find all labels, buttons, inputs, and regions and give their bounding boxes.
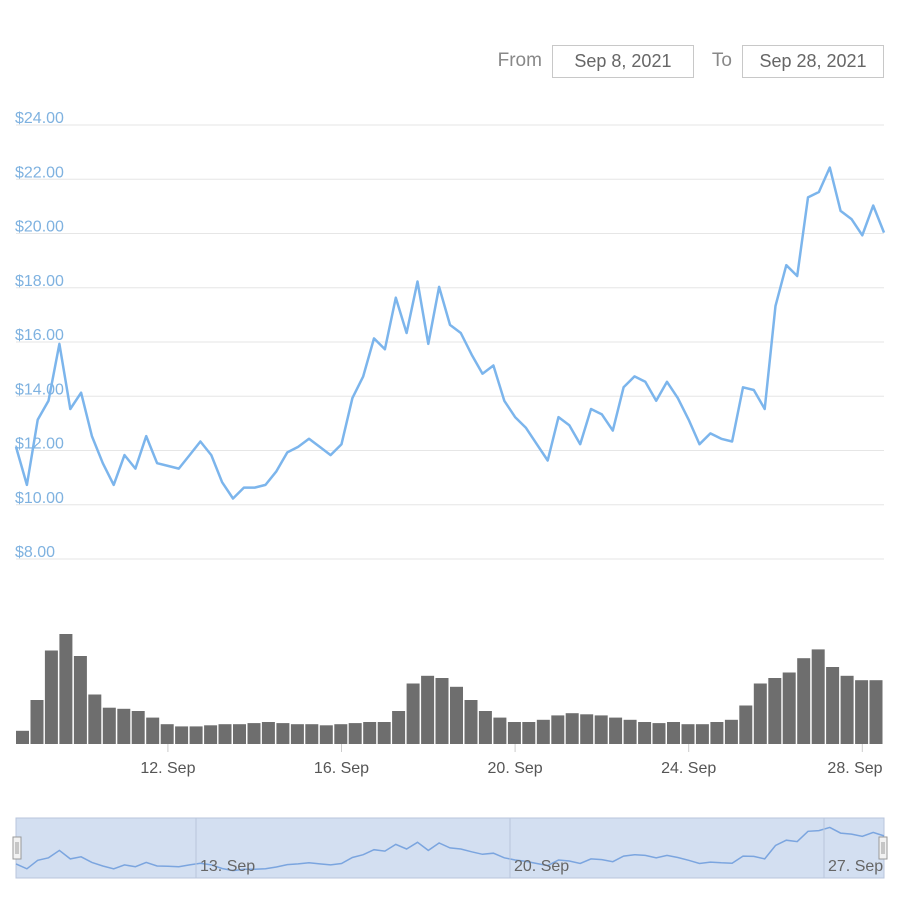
volume-bar [580,714,594,744]
volume-bar [421,675,435,744]
volume-bar [478,711,492,744]
navigator-series-line [15,826,885,872]
volume-bar [710,722,724,744]
volume-bar [305,724,319,744]
price-series-line [14,166,886,500]
volume-bar [652,723,666,744]
volume-bar [782,672,796,744]
volume-bar [681,724,695,744]
y-tick-label: $8.00 [15,544,55,561]
volume-bar [290,724,304,744]
volume-bar [450,686,463,744]
volume-bar [594,715,608,744]
volume-bar [826,667,840,744]
navigator-left-handle[interactable] [12,836,22,860]
x-tick-label: 20. Sep [488,760,543,777]
volume-bar [44,650,58,744]
volume-bar [797,658,811,744]
volume-bar [16,730,29,744]
y-tick-label: $16.00 [15,327,64,344]
volume-bar [464,700,478,744]
to-date-input[interactable] [742,44,884,78]
volume-bar [30,700,44,744]
volume-bar [276,723,290,744]
volume-bar [73,656,87,744]
y-tick-label: $10.00 [15,490,64,507]
volume-bar [695,724,709,744]
navigator-tick-label: 27. Sep [828,858,883,875]
navigator-tick-label: 20. Sep [514,858,569,875]
volume-bar [261,722,275,744]
volume-bar [565,713,579,744]
volume-bar [623,719,637,744]
y-tick-label: $20.00 [15,219,64,236]
volume-bar [406,683,420,744]
volume-bar [768,678,782,744]
volume-bar [88,694,102,744]
volume-bar [102,707,116,744]
volume-bar [609,717,623,744]
volume-bar [724,719,738,744]
navigator-right-handle[interactable] [878,836,888,860]
volume-bar [493,717,507,744]
volume-bar [59,634,73,744]
date-range-selector: From To [498,44,884,78]
volume-bar [435,678,449,744]
volume-bar [753,683,767,744]
volume-bar [855,680,869,744]
y-tick-label: $12.00 [15,436,64,453]
y-tick-label: $18.00 [15,273,64,290]
volume-bar [146,717,160,744]
x-axis-labels: 12. Sep 16. Sep 20. Sep 24. Sep 28. Sep [140,744,883,777]
from-label: From [497,50,542,71]
volume-bar [551,715,565,744]
volume-bar [840,675,854,744]
volume-bar [204,725,218,744]
volume-bars [16,634,883,744]
volume-bar [377,722,391,744]
volume-bar [131,711,145,744]
volume-bar [392,711,406,744]
volume-bar [869,680,883,744]
volume-bar [522,722,536,744]
volume-bar [175,726,189,744]
navigator-tick-label: 13. Sep [200,858,255,875]
volume-bar [667,722,680,744]
volume-bar [218,724,232,744]
volume-bar [348,723,362,744]
volume-bar [319,725,333,744]
volume-bar [739,705,753,744]
volume-bar [233,724,246,744]
volume-bar [160,724,174,744]
y-tick-label: $22.00 [15,164,64,181]
grid-lines [16,124,884,560]
y-tick-label: $14.00 [15,381,64,398]
volume-bar [247,723,261,744]
volume-bar [536,719,550,744]
volume-bar [507,722,521,744]
to-label: To [711,50,732,71]
x-tick-label: 16. Sep [314,760,369,777]
navigator[interactable]: 13. Sep 20. Sep 27. Sep [12,817,888,879]
from-date-input[interactable] [551,44,694,78]
y-axis-labels: $8.00 $10.00 $12.00 $14.00 $16.00 $18.00 $20.0… [15,110,64,561]
volume-bar [363,722,377,744]
volume-bar [334,724,348,744]
x-tick-label: 12. Sep [140,760,195,777]
volume-bar [811,649,825,744]
x-tick-label: 28. Sep [827,760,882,777]
volume-bar [189,726,203,744]
y-tick-label: $24.00 [15,110,64,127]
volume-bar [638,722,652,744]
volume-bar [117,708,131,744]
x-tick-label: 24. Sep [661,760,716,777]
